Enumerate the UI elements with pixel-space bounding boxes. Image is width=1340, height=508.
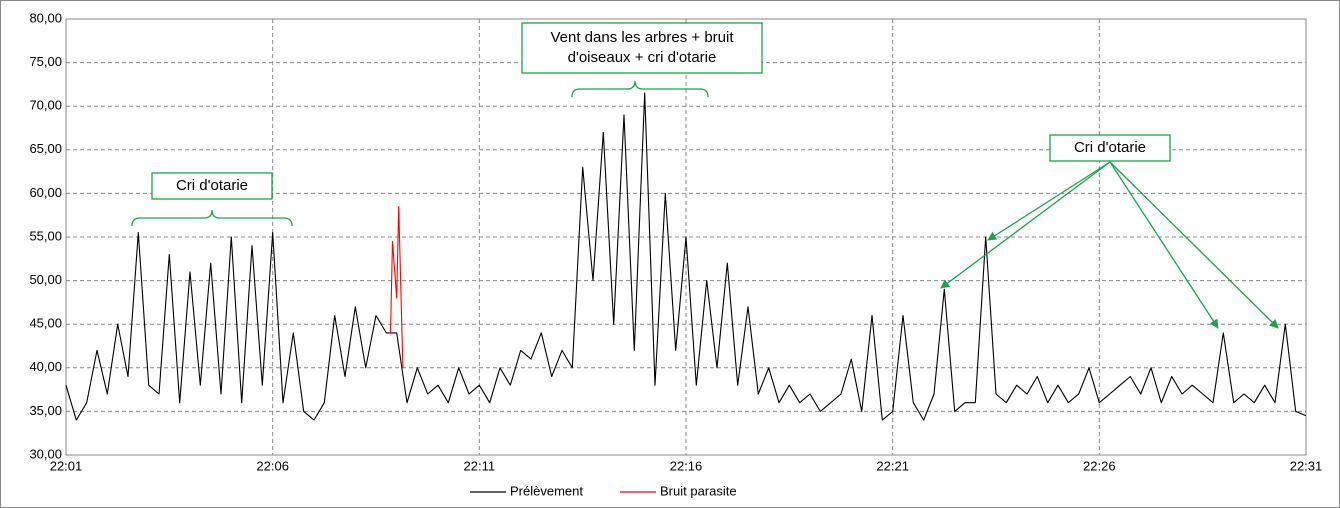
bracket	[131, 209, 293, 227]
arrow	[940, 161, 1111, 289]
annotation-text: Vent dans les arbres + bruit	[550, 29, 734, 46]
x-tick-label: 22:01	[50, 458, 83, 473]
x-tick-label: 22:11	[464, 458, 496, 473]
y-tick-label: 65,00	[29, 141, 62, 156]
y-tick-label: 35,00	[29, 403, 62, 418]
y-tick-label: 45,00	[29, 316, 62, 331]
legend-label: Bruit parasite	[660, 483, 737, 498]
annotation-box	[1049, 134, 1171, 162]
y-tick-label: 60,00	[29, 185, 62, 200]
annotation-text: d'oiseaux + cri d'otarie	[568, 49, 717, 66]
arrow	[987, 161, 1111, 241]
y-tick-label: 30,00	[29, 446, 62, 461]
annotation-shapes	[131, 80, 1279, 329]
plot-area	[65, 18, 1307, 456]
annotation-box	[521, 22, 763, 74]
x-tick-label: 22:21	[876, 458, 909, 473]
y-tick-label: 80,00	[29, 10, 62, 25]
bracket	[571, 80, 709, 98]
annotation-box	[151, 172, 273, 200]
y-tick-label: 75,00	[29, 54, 62, 69]
y-tick-label: 55,00	[29, 228, 62, 243]
x-tick-label: 22:16	[670, 458, 703, 473]
x-tick-label: 22:31	[1290, 458, 1323, 473]
y-tick-label: 70,00	[29, 98, 62, 113]
x-tick-label: 22:06	[256, 458, 289, 473]
series-line	[389, 205, 404, 368]
x-tick-label: 22:26	[1083, 458, 1116, 473]
arrow	[1109, 161, 1279, 329]
series-line	[65, 92, 1307, 421]
y-tick-label: 40,00	[29, 359, 62, 374]
legend-label: Prélèvement	[510, 483, 583, 498]
y-tick-label: 50,00	[29, 272, 62, 287]
arrows	[940, 161, 1279, 329]
arrow	[1109, 161, 1219, 329]
annotation-text: Cri d'otarie	[176, 177, 248, 194]
annotation-text: Cri d'otarie	[1074, 139, 1146, 156]
